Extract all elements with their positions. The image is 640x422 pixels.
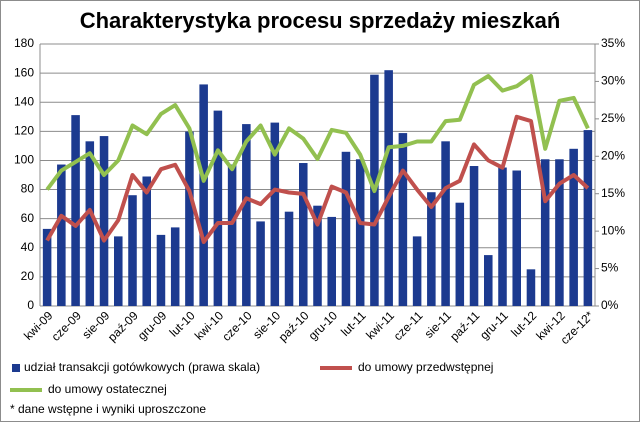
bar: [57, 164, 66, 306]
bar: [284, 211, 294, 306]
bar: [99, 136, 109, 306]
bar: [199, 84, 208, 307]
bar: [170, 227, 180, 306]
bar: [526, 269, 536, 306]
bar: [42, 228, 52, 306]
y2-tick-label: 35%: [601, 36, 625, 50]
y-tick-label: 140: [14, 94, 34, 108]
line: [45, 74, 590, 193]
bar: [583, 130, 593, 306]
bar: [114, 236, 123, 306]
bar: [128, 195, 137, 306]
bar: [185, 131, 194, 306]
bar: [313, 205, 322, 306]
bar: [412, 236, 422, 306]
y-tick-label: 0: [27, 298, 34, 312]
bar: [327, 216, 336, 306]
bar: [512, 170, 521, 306]
bar: [142, 176, 151, 306]
y2-tick-label: 15%: [601, 186, 625, 200]
y2-tick-label: 0%: [601, 298, 619, 312]
bar: [569, 148, 578, 306]
bar: [242, 124, 251, 307]
y-tick-label: 120: [14, 124, 34, 138]
y2-tick-label: 5%: [601, 261, 619, 275]
bar: [299, 163, 308, 306]
bar: [555, 159, 564, 306]
y-tick-label: 60: [21, 211, 35, 225]
y-tick-label: 180: [14, 36, 34, 50]
bar: [484, 255, 493, 306]
bar: [384, 70, 393, 306]
legend-swatch: [12, 364, 20, 372]
legend-label: udział transakcji gotówkowych (prawa ska…: [24, 360, 260, 374]
bar: [455, 202, 465, 306]
bar: [227, 164, 237, 306]
chart-title: Charakterystyka procesu sprzedaży mieszk…: [80, 8, 561, 33]
bar: [469, 166, 479, 306]
footnote: * dane wstępne i wyniki uproszczone: [10, 402, 206, 416]
y-tick-label: 80: [21, 182, 35, 196]
y-tick-label: 100: [14, 153, 34, 167]
bar: [85, 141, 95, 306]
y2-tick-label: 10%: [601, 223, 625, 237]
y2-tick-label: 25%: [601, 111, 625, 125]
y2-tick-label: 30%: [601, 74, 625, 88]
bar: [256, 221, 265, 306]
bar: [427, 192, 436, 306]
y-tick-label: 40: [21, 240, 35, 254]
bar: [71, 115, 80, 306]
bar: [355, 159, 365, 306]
legend-label: do umowy ostatecznej: [48, 382, 167, 396]
bar: [441, 141, 450, 306]
bar: [341, 151, 351, 306]
line: [45, 114, 590, 244]
bar: [498, 167, 507, 306]
legend-label: do umowy przedwstępnej: [358, 360, 493, 374]
bar: [398, 133, 408, 306]
bar: [213, 110, 223, 306]
y-tick-label: 20: [21, 269, 35, 283]
bar: [156, 234, 166, 306]
bar: [540, 159, 550, 306]
y2-tick-label: 20%: [601, 148, 625, 162]
y-tick-label: 160: [14, 65, 34, 79]
bar: [270, 122, 280, 306]
